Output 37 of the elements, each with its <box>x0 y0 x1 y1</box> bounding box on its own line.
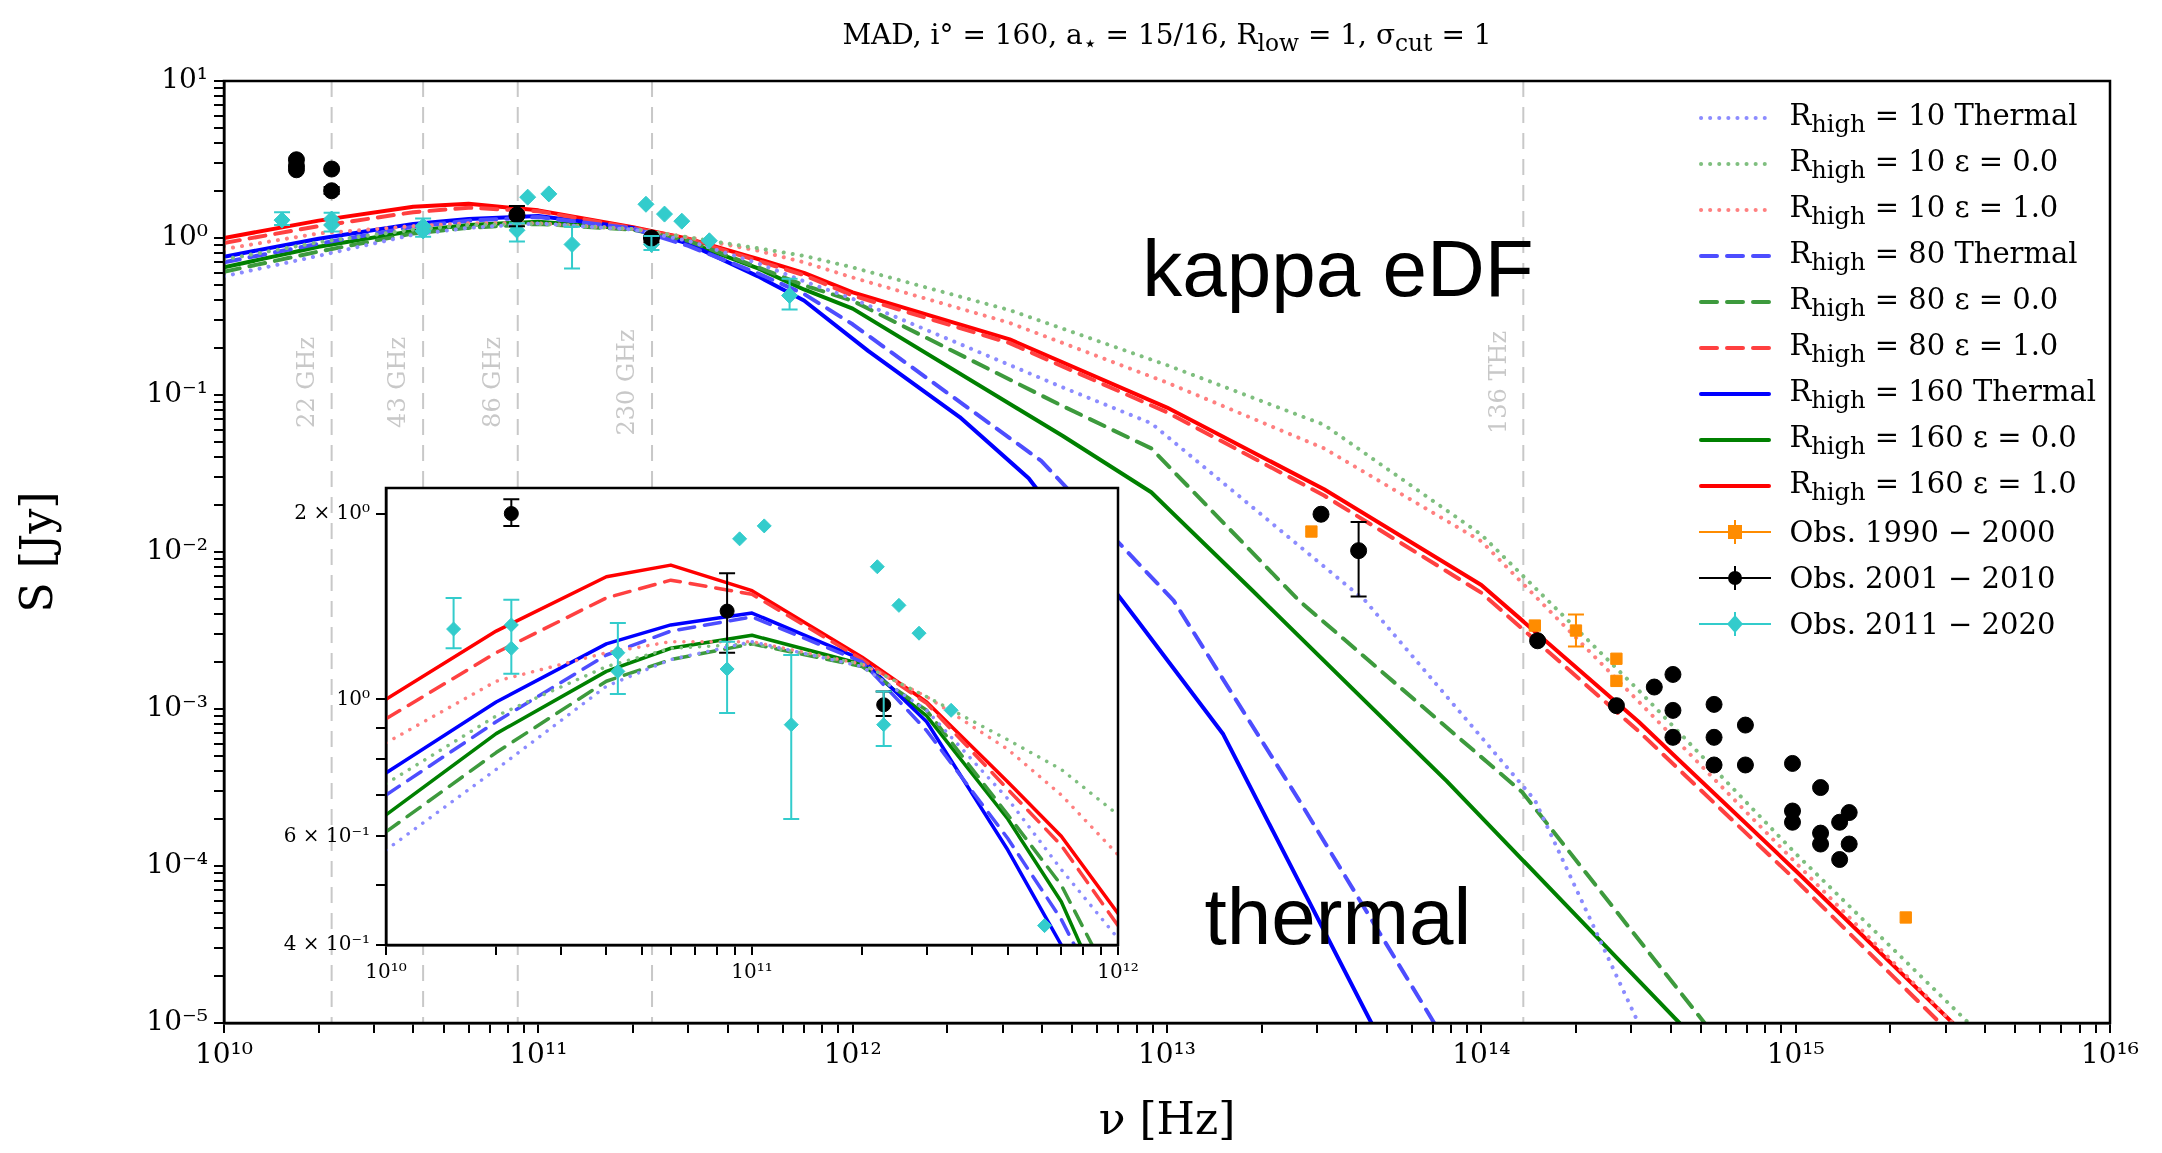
legend-label: R$_{high}$ = 80 ε = 0.0 <box>1789 282 2059 322</box>
y-tick-label: 6 × 10⁻¹ <box>283 822 370 847</box>
legend-label: R$_{high}$ = 10 ε = 1.0 <box>1789 190 2059 230</box>
chart-title: MAD, i° = 160, a$_{⋆}$ = 15/16, R$_{low}$ = 1, σ$_{cut}$ = 1 <box>841 18 1493 57</box>
y-tick-label: 10⁻⁵ <box>146 1004 208 1038</box>
annotation: kappa eDF <box>1142 223 1534 315</box>
legend-label: R$_{high}$ = 160 ε = 1.0 <box>1789 466 2077 506</box>
x-tick-label: 10¹² <box>1097 959 1139 984</box>
y-tick-label: 10⁰ <box>336 685 370 710</box>
x-axis-title: ν [Hz] <box>1098 1093 1236 1145</box>
x-tick-label: 10¹⁰ <box>194 1037 254 1071</box>
legend-label: R$_{high}$ = 10 ε = 0.0 <box>1789 144 2059 184</box>
y-tick-label: 10⁻² <box>146 533 208 567</box>
x-tick-label: 10¹⁵ <box>1766 1037 1825 1071</box>
x-tick-label: 10¹³ <box>1137 1037 1197 1071</box>
x-tick-label: 10¹² <box>823 1037 882 1071</box>
x-tick-label: 10¹¹ <box>731 959 773 984</box>
legend-label: R$_{high}$ = 80 Thermal <box>1789 236 2078 276</box>
y-tick-label: 4 × 10⁻¹ <box>283 931 370 956</box>
legend-label: Obs. 1990 − 2000 <box>1789 515 2056 549</box>
legend-label: Obs. 2001 − 2010 <box>1789 561 2056 595</box>
y-tick-label: 2 × 10⁰ <box>294 499 370 524</box>
x-tick-label: 10¹⁶ <box>2080 1037 2140 1071</box>
x-tick-label: 10¹¹ <box>509 1037 568 1071</box>
y-tick-label: 10¹ <box>161 62 208 96</box>
y-tick-label: 10⁻¹ <box>146 376 208 410</box>
legend-label: Obs. 2011 − 2020 <box>1789 607 2056 641</box>
legend-label: R$_{high}$ = 160 ε = 0.0 <box>1789 420 2077 460</box>
x-tick-label: 10¹⁰ <box>365 959 407 984</box>
y-tick-label: 10⁰ <box>161 219 208 253</box>
y-tick-label: 10⁻³ <box>146 690 208 724</box>
y-tick-label: 10⁻⁴ <box>146 847 208 881</box>
x-tick-label: 10¹⁴ <box>1452 1037 1511 1071</box>
legend-label: R$_{high}$ = 10 Thermal <box>1789 98 2078 138</box>
legend-label: R$_{high}$ = 160 Thermal <box>1789 374 2096 414</box>
legend-label: R$_{high}$ = 80 ε = 1.0 <box>1789 328 2059 368</box>
y-axis-title: S [Jy] <box>10 491 62 613</box>
